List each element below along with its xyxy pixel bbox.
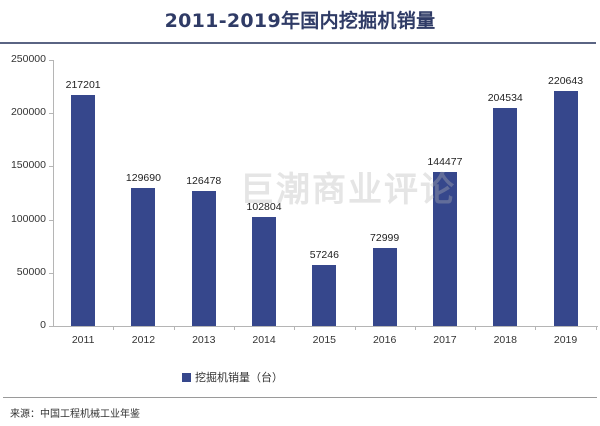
x-tick-mark bbox=[354, 326, 356, 330]
legend-label: 挖掘机销量（台） bbox=[195, 371, 283, 384]
x-tick-label: 2019 bbox=[553, 334, 578, 346]
x-tick-label: 2015 bbox=[312, 334, 337, 346]
x-tick-mark bbox=[113, 326, 115, 330]
x-tick-mark bbox=[535, 326, 537, 330]
bar-2018 bbox=[493, 108, 518, 326]
legend: 挖掘机销量（台） bbox=[182, 369, 283, 385]
bar-value-label: 72999 bbox=[370, 232, 400, 245]
title-divider bbox=[0, 42, 596, 44]
bar-2019 bbox=[553, 91, 578, 326]
x-tick-mark bbox=[475, 326, 477, 330]
watermark: 巨潮商业评论 bbox=[240, 170, 456, 210]
y-tick-label: 100000 bbox=[10, 212, 46, 225]
y-tick-mark bbox=[49, 60, 53, 61]
x-tick-mark bbox=[414, 326, 416, 330]
y-tick-label: 0 bbox=[40, 319, 46, 331]
y-tick-label: 250000 bbox=[10, 53, 46, 65]
bar-value-label: 220643 bbox=[548, 75, 584, 88]
footer-divider bbox=[3, 397, 597, 398]
x-tick-label: 2011 bbox=[71, 334, 95, 346]
bar-2017 bbox=[432, 172, 457, 326]
y-tick-mark bbox=[49, 219, 53, 221]
x-tick-label: 2017 bbox=[433, 334, 457, 346]
chart-title: 2011-2019年国内挖掘机销量 bbox=[164, 10, 436, 32]
bar-value-label: 57246 bbox=[309, 249, 339, 262]
bar-value-label: 129690 bbox=[125, 172, 161, 184]
x-tick-label: 2018 bbox=[493, 334, 517, 346]
y-tick-label: 150000 bbox=[10, 159, 46, 172]
x-axis-line bbox=[53, 326, 598, 327]
bar-value-label: 204534 bbox=[487, 92, 523, 105]
bar-value-label: 126478 bbox=[186, 175, 222, 188]
x-tick-label: 2012 bbox=[131, 334, 156, 346]
y-tick-mark bbox=[49, 166, 53, 168]
bar-2015 bbox=[312, 265, 337, 326]
bar-value-label: 217201 bbox=[65, 78, 101, 91]
y-axis-line bbox=[53, 60, 54, 326]
bar-2013 bbox=[191, 191, 216, 326]
y-tick-label: 200000 bbox=[10, 106, 46, 119]
x-tick-label: 2013 bbox=[192, 334, 216, 346]
x-tick-mark bbox=[233, 326, 235, 330]
source-note: 来源：中国工程机械工业年鉴 bbox=[10, 409, 140, 420]
y-tick-mark bbox=[49, 113, 53, 115]
bar-value-label: 102804 bbox=[246, 200, 282, 213]
x-tick-mark bbox=[294, 326, 296, 330]
bar-2011 bbox=[71, 94, 96, 326]
bar-2016 bbox=[372, 248, 397, 326]
bar-2012 bbox=[131, 188, 156, 326]
y-tick-mark bbox=[49, 326, 53, 327]
x-tick-label: 2016 bbox=[372, 334, 397, 346]
x-tick-mark bbox=[173, 326, 175, 330]
y-tick-mark bbox=[49, 272, 53, 274]
x-tick-mark bbox=[595, 326, 597, 330]
bar-2014 bbox=[252, 216, 277, 326]
y-tick-label: 50000 bbox=[16, 265, 46, 278]
bar-value-label: 144477 bbox=[427, 156, 463, 169]
x-tick-label: 2014 bbox=[252, 334, 276, 346]
legend-swatch-icon bbox=[182, 372, 191, 382]
